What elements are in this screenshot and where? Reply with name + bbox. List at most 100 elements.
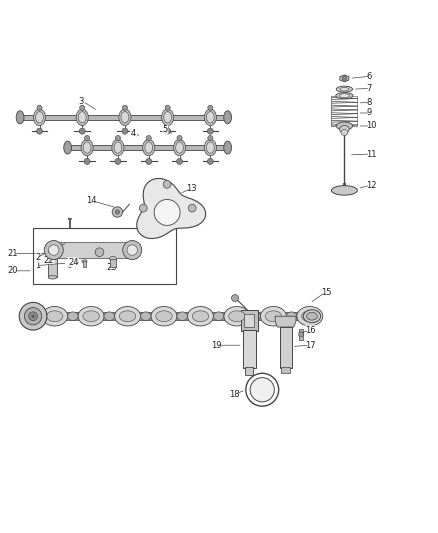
Ellipse shape [340, 87, 349, 91]
Bar [54, 243, 132, 258]
Circle shape [115, 158, 121, 165]
Circle shape [188, 204, 196, 212]
Circle shape [154, 199, 180, 225]
Circle shape [80, 105, 85, 110]
Circle shape [123, 240, 142, 260]
Ellipse shape [261, 306, 286, 326]
Circle shape [165, 105, 170, 110]
Ellipse shape [192, 311, 208, 321]
Bar [240, 310, 258, 332]
Ellipse shape [162, 109, 174, 126]
Ellipse shape [121, 112, 129, 123]
Ellipse shape [42, 306, 67, 326]
Bar [279, 327, 292, 368]
Circle shape [44, 240, 63, 260]
Bar [245, 367, 253, 375]
Circle shape [139, 204, 147, 212]
Text: 9: 9 [366, 109, 371, 117]
Text: 11: 11 [366, 150, 377, 158]
Ellipse shape [46, 311, 63, 321]
Circle shape [342, 76, 346, 80]
Ellipse shape [83, 142, 91, 153]
Polygon shape [340, 75, 349, 82]
Circle shape [246, 373, 279, 406]
Circle shape [177, 158, 183, 165]
Ellipse shape [156, 311, 172, 321]
Bar [110, 259, 116, 266]
Ellipse shape [48, 276, 57, 279]
Circle shape [122, 128, 128, 134]
Circle shape [250, 378, 274, 402]
Ellipse shape [143, 139, 155, 156]
Text: 15: 15 [321, 288, 331, 297]
Circle shape [207, 158, 213, 165]
Bar [299, 329, 304, 340]
Ellipse shape [76, 109, 88, 126]
Ellipse shape [115, 306, 141, 326]
Ellipse shape [187, 306, 213, 326]
Ellipse shape [68, 265, 71, 268]
Ellipse shape [176, 142, 184, 153]
Bar [332, 96, 357, 126]
Text: 24: 24 [68, 257, 78, 266]
Circle shape [49, 245, 59, 255]
Text: 8: 8 [366, 98, 371, 107]
Text: 21: 21 [7, 249, 18, 258]
Ellipse shape [341, 130, 348, 135]
Ellipse shape [336, 122, 353, 130]
Ellipse shape [48, 249, 57, 253]
Circle shape [299, 332, 304, 337]
Ellipse shape [336, 93, 353, 99]
Circle shape [146, 135, 151, 141]
Bar [20, 115, 228, 120]
Text: 18: 18 [229, 390, 240, 399]
Text: 23: 23 [107, 263, 117, 272]
Ellipse shape [339, 126, 349, 133]
Ellipse shape [151, 306, 177, 326]
Text: 6: 6 [366, 72, 371, 80]
Polygon shape [137, 179, 205, 238]
Ellipse shape [78, 306, 104, 326]
Ellipse shape [177, 312, 187, 320]
Text: 1: 1 [35, 261, 41, 270]
Bar [244, 314, 254, 327]
Ellipse shape [33, 109, 46, 126]
Circle shape [163, 181, 171, 188]
Ellipse shape [336, 86, 353, 92]
Text: 22: 22 [44, 255, 54, 264]
Circle shape [36, 128, 42, 134]
Circle shape [177, 135, 182, 141]
Ellipse shape [104, 312, 115, 320]
Circle shape [146, 158, 152, 165]
Ellipse shape [224, 141, 232, 154]
Text: 10: 10 [366, 122, 377, 131]
Circle shape [115, 210, 120, 214]
Ellipse shape [229, 311, 245, 321]
Ellipse shape [224, 111, 232, 124]
Circle shape [79, 128, 85, 134]
Ellipse shape [332, 185, 357, 195]
Circle shape [85, 135, 90, 141]
Circle shape [165, 128, 171, 134]
Ellipse shape [204, 109, 216, 126]
Ellipse shape [81, 139, 93, 156]
Ellipse shape [206, 142, 214, 153]
Ellipse shape [78, 112, 86, 123]
Ellipse shape [265, 311, 282, 321]
Text: 3: 3 [78, 97, 84, 106]
Ellipse shape [119, 311, 136, 321]
Circle shape [232, 295, 238, 302]
Ellipse shape [173, 139, 186, 156]
Circle shape [84, 158, 90, 165]
Text: 7: 7 [366, 84, 371, 93]
Ellipse shape [119, 109, 131, 126]
Ellipse shape [67, 312, 78, 320]
Circle shape [208, 105, 213, 110]
Ellipse shape [302, 311, 318, 321]
Circle shape [207, 128, 213, 134]
Circle shape [37, 105, 42, 110]
Ellipse shape [110, 256, 117, 261]
Bar [281, 367, 290, 373]
Text: 20: 20 [7, 266, 18, 276]
Circle shape [19, 302, 47, 330]
